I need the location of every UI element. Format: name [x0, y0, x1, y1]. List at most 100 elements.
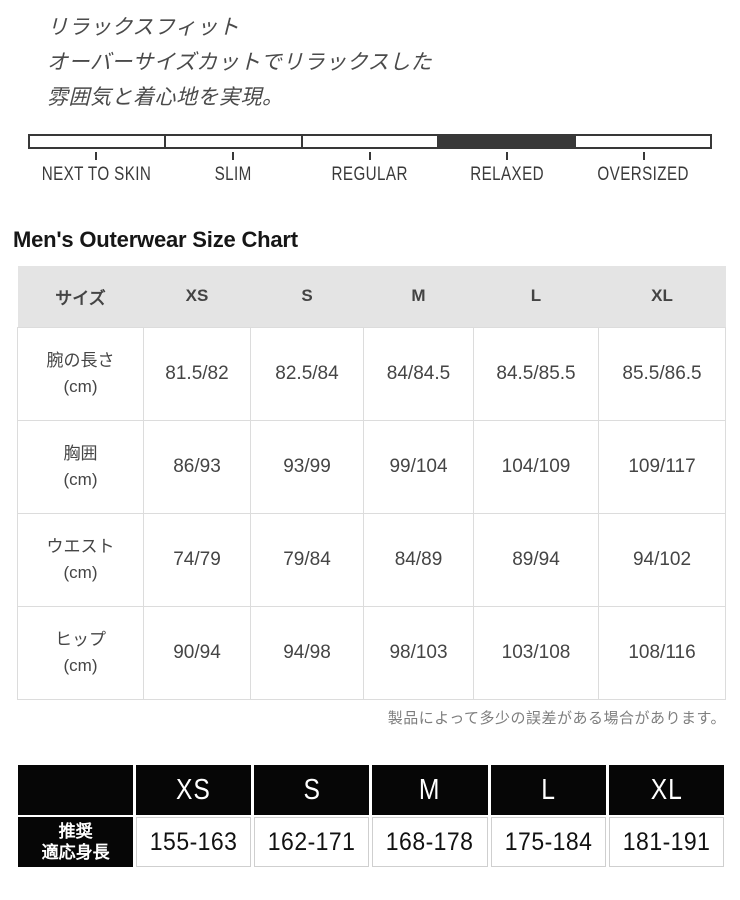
height-value-text: 162-171 [268, 827, 356, 856]
height-row-label: 推奨 適応身長 [18, 817, 134, 867]
fit-label-slim: SLIM [165, 164, 302, 186]
height-header-text: S [303, 773, 321, 806]
height-value-text: 175-184 [504, 827, 593, 856]
table-row-chest: 胸囲 (cm) 86/93 93/99 99/104 104/109 109/1… [17, 419, 726, 514]
height-header-text: L [540, 773, 556, 806]
height-table-header-row: XS S M L XL [18, 765, 724, 815]
height-value-text: 168-178 [386, 827, 474, 856]
fit-segment-oversized [573, 136, 711, 147]
cell-value: 104/109 [473, 419, 599, 514]
row-label-text: 胸囲 [63, 443, 98, 463]
height-value-s: 162-171 [254, 817, 370, 867]
fit-label-relaxed: RELAXED [438, 164, 575, 186]
row-label-unit: (cm) [63, 376, 98, 396]
page-title: Men's Outerwear Size Chart [13, 227, 298, 252]
cell-value: 74/79 [143, 512, 251, 607]
height-header-text: M [419, 773, 441, 806]
fit-scale: NEXT TO SKIN SLIM REGULAR RELAXED OVERSI… [28, 134, 712, 186]
fit-label-next-to-skin: NEXT TO SKIN [28, 164, 165, 186]
height-header-l: L [490, 765, 606, 815]
cell-value: 94/98 [250, 605, 364, 700]
cell-value: 79/84 [250, 512, 364, 607]
fit-label-text: REGULAR [331, 164, 409, 185]
height-row-label-line2: 適応身長 [41, 843, 110, 862]
tick-cell [575, 152, 712, 160]
height-value-xl: 181-191 [608, 817, 724, 867]
height-row-label-line1: 推奨 [58, 822, 93, 841]
row-label-chest: 胸囲 (cm) [17, 419, 144, 514]
size-chart-header-row: サイズ XS S M L XL [17, 266, 726, 327]
fit-label-regular: REGULAR [302, 164, 439, 186]
fit-segment-next-to-skin [30, 136, 165, 147]
cell-value: 85.5/86.5 [598, 326, 726, 421]
tick-mark [95, 152, 98, 160]
tick-mark [505, 152, 508, 160]
tick-mark [642, 152, 645, 160]
height-value-m: 168-178 [372, 817, 488, 867]
column-header-xs: XS [143, 266, 251, 327]
tolerance-note: 製品によって多少の誤差がある場合があります。 [387, 710, 726, 727]
fit-label-text: RELAXED [469, 164, 544, 185]
fit-description-title: リラックスフィット [47, 16, 240, 39]
recommended-height-table: XS S M L XL 推奨 適応身長 155-163 162-171 168-… [15, 763, 727, 869]
cell-value: 84/84.5 [363, 326, 474, 421]
cell-value: 81.5/82 [143, 326, 251, 421]
fit-segment-regular [300, 136, 438, 147]
row-label-text: ヒップ [55, 629, 106, 649]
cell-value: 93/99 [250, 419, 364, 514]
cell-value: 108/116 [598, 605, 726, 700]
column-header-m: M [363, 266, 474, 327]
height-value-l: 175-184 [490, 817, 606, 867]
fit-label-text: OVERSIZED [597, 164, 690, 185]
fit-segment-relaxed [437, 136, 574, 147]
row-label-hip: ヒップ (cm) [17, 605, 144, 700]
fit-label-text: NEXT TO SKIN [41, 164, 152, 185]
height-value-text: 155-163 [149, 827, 238, 856]
cell-value: 98/103 [363, 605, 474, 700]
height-table-data-row: 推奨 適応身長 155-163 162-171 168-178 175-184 … [18, 817, 724, 867]
fit-segment-slim [164, 136, 301, 147]
height-header-blank [18, 765, 134, 815]
table-row-waist: ウエスト (cm) 74/79 79/84 84/89 89/94 94/102 [17, 512, 726, 607]
height-header-text: XS [176, 773, 212, 806]
tick-mark [368, 152, 371, 160]
table-row-arm-length: 腕の長さ (cm) 81.5/82 82.5/84 84/84.5 84.5/8… [17, 326, 726, 421]
cell-value: 82.5/84 [250, 326, 364, 421]
cell-value: 84.5/85.5 [473, 326, 599, 421]
column-header-s: S [250, 266, 364, 327]
fit-label-oversized: OVERSIZED [575, 164, 712, 186]
row-label-arm-length: 腕の長さ (cm) [17, 326, 144, 421]
height-value-xs: 155-163 [136, 817, 252, 867]
row-label-unit: (cm) [63, 655, 98, 675]
row-label-text: ウエスト [46, 536, 115, 556]
size-chart-table: サイズ XS S M L XL 腕の長さ (cm) 81.5/82 82.5/8… [17, 266, 726, 700]
cell-value: 84/89 [363, 512, 474, 607]
cell-value: 89/94 [473, 512, 599, 607]
fit-scale-ticks [28, 152, 712, 160]
table-row-hip: ヒップ (cm) 90/94 94/98 98/103 103/108 108/… [17, 605, 726, 700]
height-header-xs: XS [136, 765, 252, 815]
height-value-text: 181-191 [622, 827, 711, 856]
tick-cell [438, 152, 575, 160]
row-label-text: 腕の長さ [46, 350, 115, 370]
height-header-text: XL [650, 773, 683, 806]
tick-mark [232, 152, 235, 160]
fit-scale-bar [28, 134, 712, 149]
tick-cell [165, 152, 302, 160]
cell-value: 99/104 [363, 419, 474, 514]
cell-value: 94/102 [598, 512, 726, 607]
cell-value: 103/108 [473, 605, 599, 700]
fit-description-line3: 雰囲気と着心地を実現。 [47, 86, 284, 109]
row-label-unit: (cm) [63, 562, 98, 582]
fit-scale-labels: NEXT TO SKIN SLIM REGULAR RELAXED OVERSI… [28, 164, 712, 186]
column-header-xl: XL [598, 266, 726, 327]
fit-description-line2: オーバーサイズカットでリラックスした [47, 51, 433, 74]
fit-description: リラックスフィット オーバーサイズカットでリラックスした 雰囲気と着心地を実現。 [47, 10, 432, 115]
height-header-m: M [372, 765, 488, 815]
row-label-waist: ウエスト (cm) [17, 512, 144, 607]
tick-cell [302, 152, 439, 160]
column-header-l: L [473, 266, 599, 327]
tick-cell [28, 152, 165, 160]
height-header-s: S [254, 765, 370, 815]
